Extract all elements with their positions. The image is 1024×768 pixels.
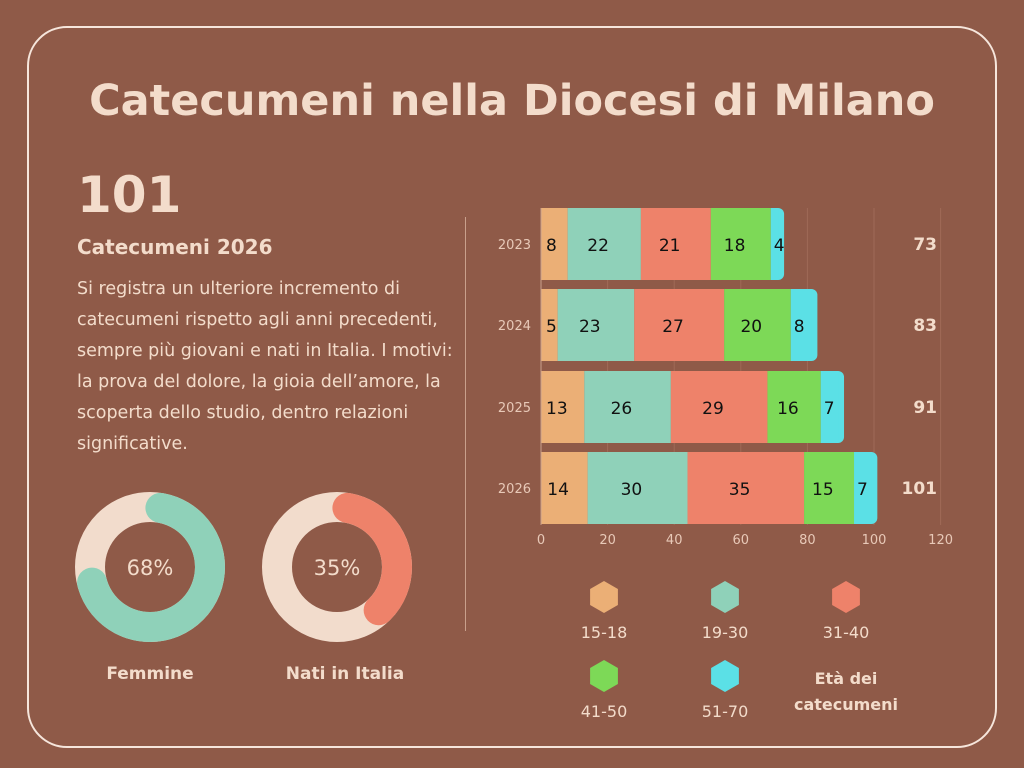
legend-hexagon-icon <box>711 660 739 692</box>
bar-segment <box>710 208 771 280</box>
bar-data-label: 4 <box>774 236 785 256</box>
bar-data-label: 5 <box>546 317 557 337</box>
x-tick-label: 120 <box>928 533 953 548</box>
bar-segment <box>804 452 855 524</box>
x-tick-label: 60 <box>733 533 750 548</box>
x-tick-label: 40 <box>666 533 683 548</box>
bar-segment <box>541 208 568 280</box>
bar-segment <box>567 208 641 280</box>
y-tick-label: 2023 <box>498 238 531 253</box>
y-tick-label: 2024 <box>498 319 531 334</box>
bar-segment <box>541 452 588 524</box>
bar-segment <box>687 452 805 524</box>
bar-data-label: 27 <box>662 317 684 337</box>
donut-value: 35% <box>314 556 361 580</box>
legend-label: 51-70 <box>702 702 749 721</box>
bar-data-label: 20 <box>740 317 762 337</box>
bar-segment <box>541 371 585 443</box>
bar-data-label: 30 <box>621 480 643 500</box>
bar-segment <box>854 452 872 524</box>
bar-segment <box>770 208 779 280</box>
legend-label: 31-40 <box>823 623 870 642</box>
headline-number: 101 <box>77 166 182 224</box>
bar-data-label: 29 <box>702 399 724 419</box>
donut-arc <box>262 492 412 642</box>
headline-subtitle: Catecumeni 2026 <box>77 235 273 259</box>
bar-data-label: 14 <box>547 480 569 500</box>
bar-data-label: 7 <box>824 399 835 419</box>
frame-border <box>27 26 997 748</box>
x-tick-label: 100 <box>862 533 887 548</box>
x-tick-label: 0 <box>537 533 545 548</box>
bar-data-label: 26 <box>611 399 633 419</box>
x-tick-label: 80 <box>799 533 816 548</box>
bar-segment <box>767 371 821 443</box>
donut-label-nati: Nati in Italia <box>285 664 405 684</box>
bar-segment <box>634 289 725 361</box>
legend-hexagon-icon <box>711 581 739 613</box>
bar-segment <box>584 371 671 443</box>
legend-hexagon-icon <box>590 660 618 692</box>
legend-hexagon-icon <box>590 581 618 613</box>
bar-total-label: 91 <box>913 398 937 418</box>
y-tick-label: 2026 <box>498 482 531 497</box>
bar-total-label: 83 <box>913 316 937 336</box>
donut-label-femmine: Femmine <box>106 664 194 684</box>
legend-hexagon-icon <box>832 581 860 613</box>
bar-segment <box>541 289 558 361</box>
legend-title-line1: Età dei <box>815 669 878 688</box>
bar-segment <box>640 208 711 280</box>
x-tick-label: 20 <box>599 533 616 548</box>
bar-data-label: 7 <box>857 480 868 500</box>
bar-data-label: 22 <box>587 236 609 256</box>
legend-label: 19-30 <box>702 623 749 642</box>
legend-title-line2: catecumeni <box>794 695 898 714</box>
bar-segment <box>724 289 791 361</box>
bar-data-label: 18 <box>724 236 746 256</box>
y-tick-label: 2025 <box>498 401 531 416</box>
bar-total-label: 73 <box>913 235 937 255</box>
legend-label: 41-50 <box>581 702 628 721</box>
bar-data-label: 13 <box>546 399 568 419</box>
headline-description: Si registra un ulteriore incremento di c… <box>77 279 453 454</box>
bar-data-label: 23 <box>579 317 601 337</box>
bar-data-label: 35 <box>729 480 751 500</box>
donut-value: 68% <box>127 556 174 580</box>
bar-segment <box>670 371 768 443</box>
bar-segment <box>820 371 839 443</box>
bar-data-label: 8 <box>546 236 557 256</box>
bar-data-label: 21 <box>659 236 681 256</box>
bar-segment <box>587 452 688 524</box>
bar-data-label: 8 <box>794 317 805 337</box>
bar-total-label: 101 <box>902 479 938 499</box>
legend-label: 15-18 <box>581 623 628 642</box>
bar-data-label: 15 <box>812 480 834 500</box>
bar-segment <box>790 289 812 361</box>
donut-arc <box>75 492 225 642</box>
bar-data-label: 16 <box>777 399 799 419</box>
divider <box>465 217 466 631</box>
page-title: Catecumeni nella Diocesi di Milano <box>89 76 935 126</box>
bar-segment <box>557 289 635 361</box>
